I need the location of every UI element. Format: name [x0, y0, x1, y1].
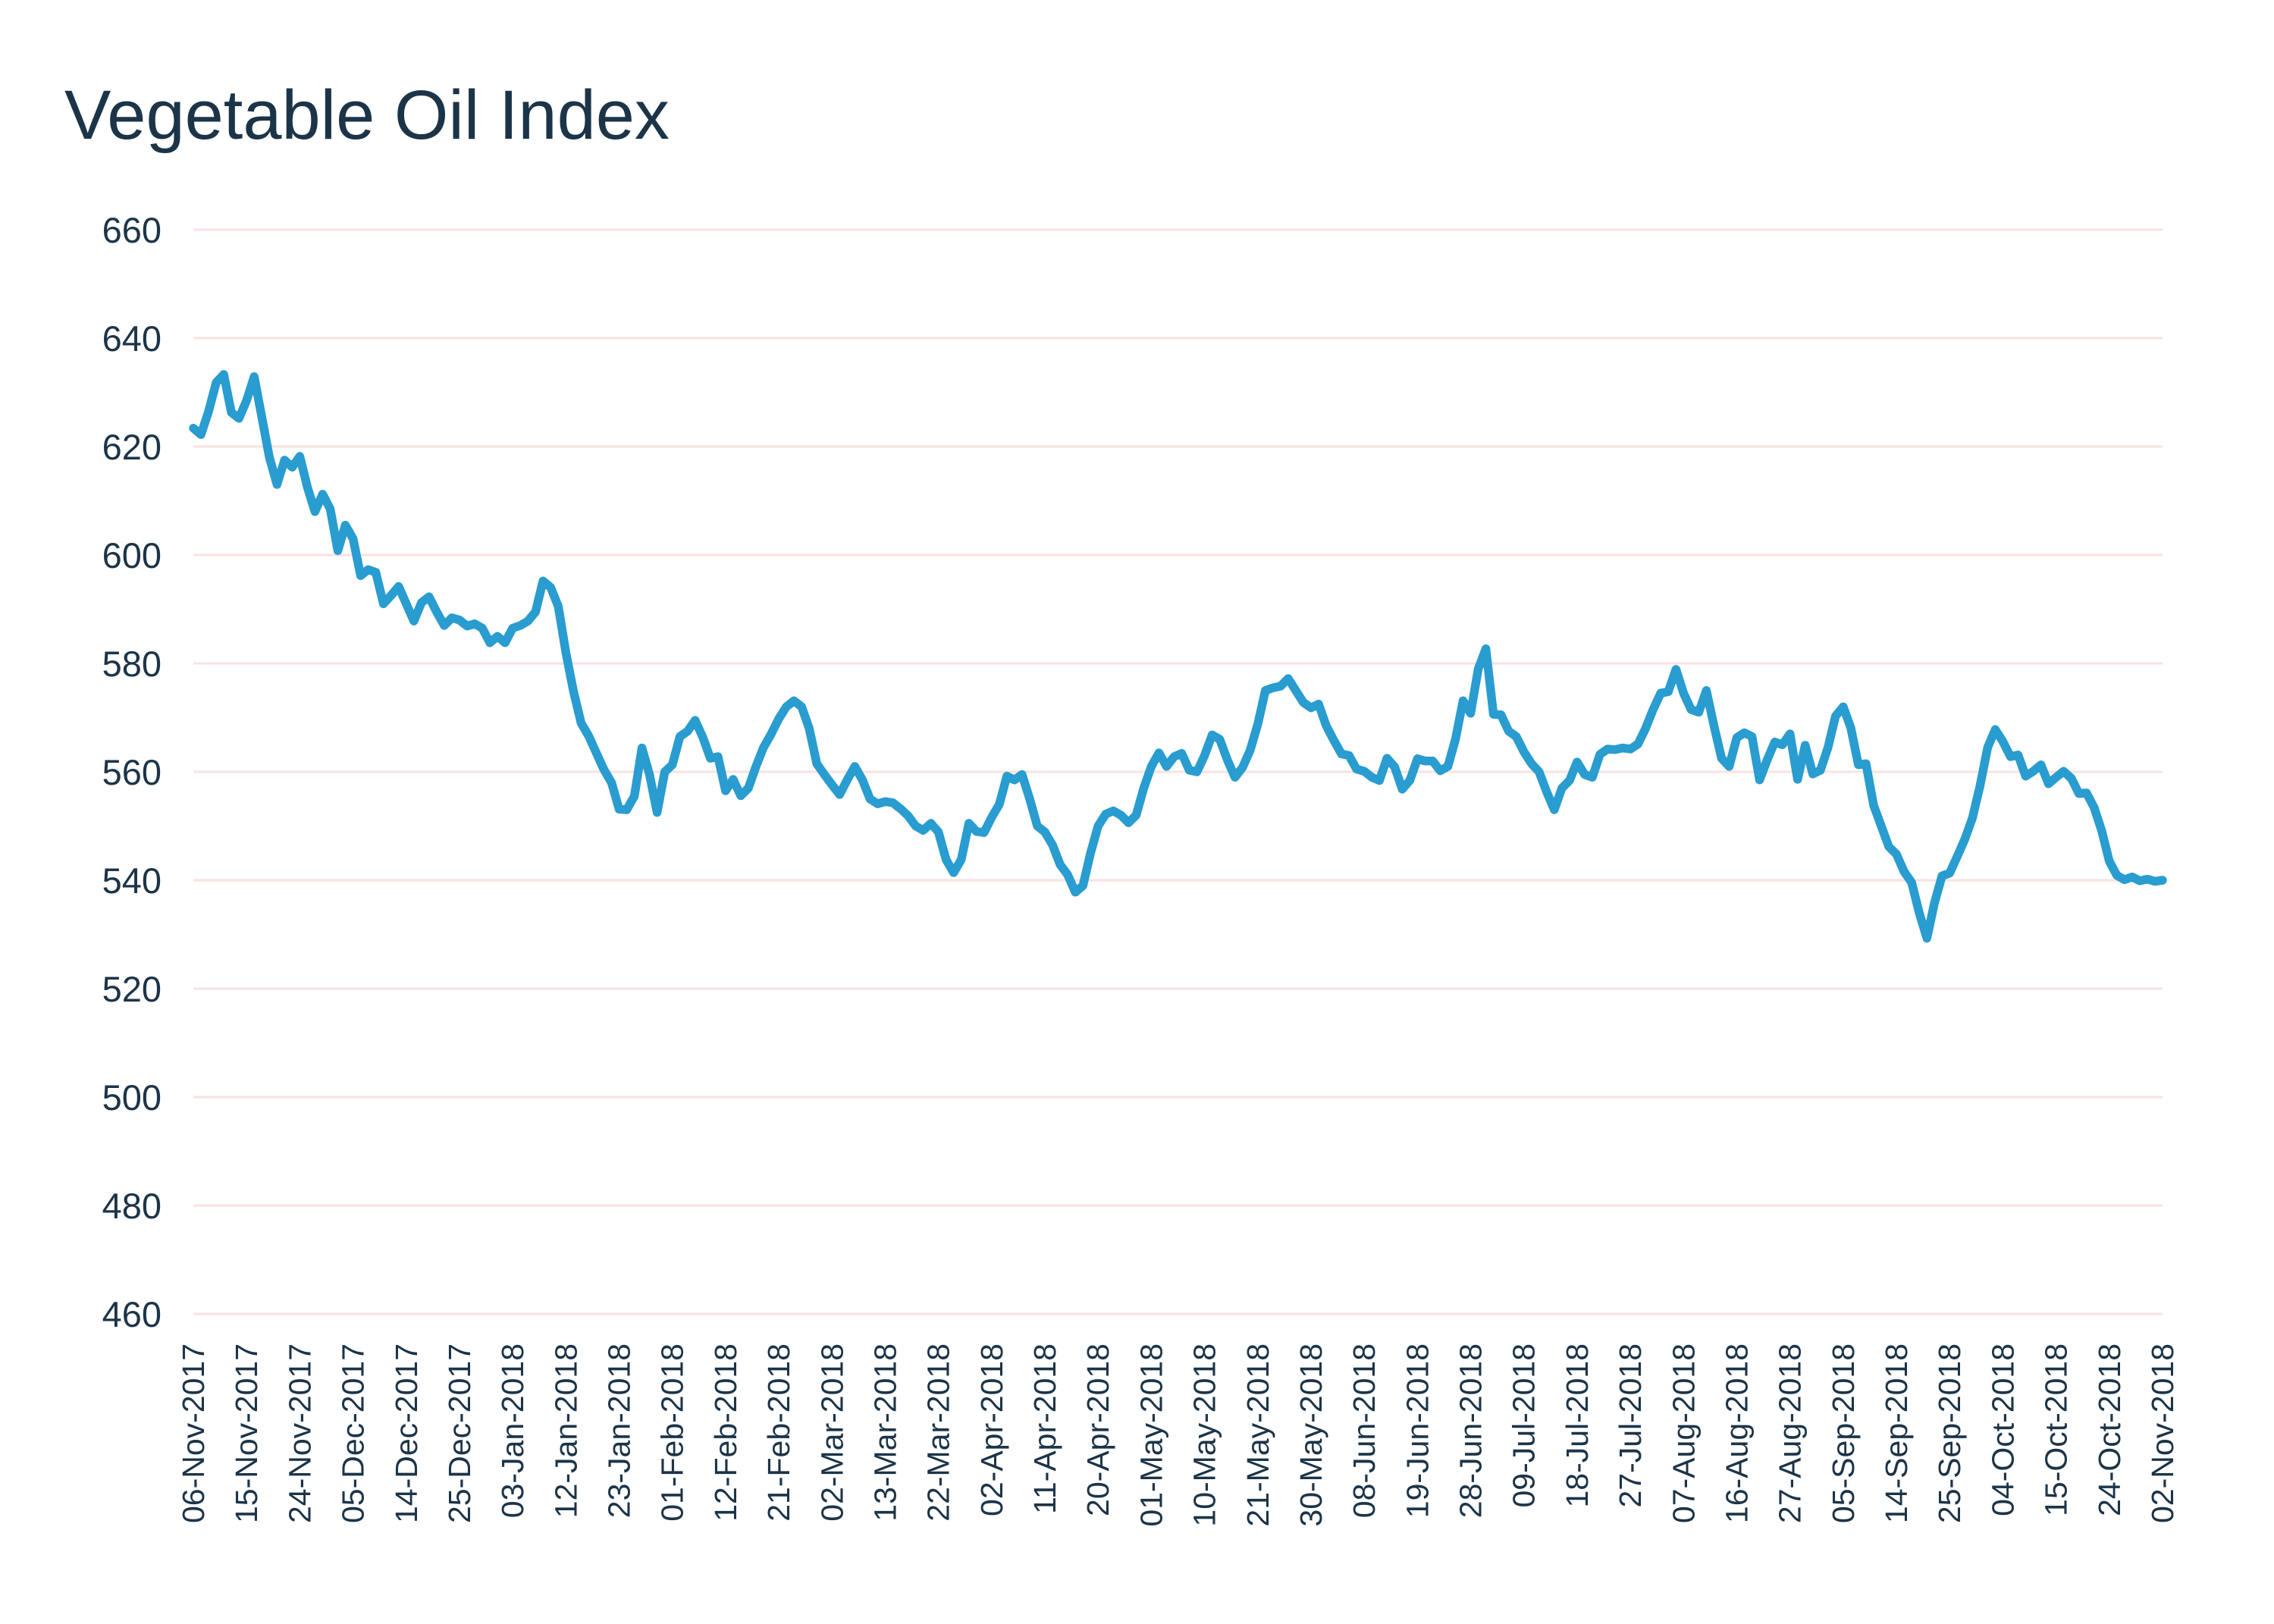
y-axis-tick-label: 460 [102, 1294, 162, 1334]
x-axis-tick-label: 14-Sep-2018 [1879, 1343, 1914, 1523]
x-axis-tick-label: 01-May-2018 [1134, 1343, 1168, 1527]
x-axis-tick-label: 12-Feb-2018 [708, 1343, 743, 1522]
x-axis-tick-label: 02-Apr-2018 [974, 1343, 1009, 1516]
x-axis-tick-label: 07-Aug-2018 [1666, 1343, 1701, 1523]
x-axis-tick-label: 15-Nov-2017 [229, 1343, 264, 1523]
x-axis-tick-label: 08-Jun-2018 [1347, 1343, 1382, 1518]
x-axis-tick-label: 10-May-2018 [1187, 1343, 1222, 1527]
gridlines [193, 228, 2163, 1315]
x-axis-tick-label: 01-Feb-2018 [655, 1343, 690, 1522]
y-axis-tick-label: 660 [102, 210, 162, 250]
x-axis-tick-label: 25-Dec-2017 [442, 1343, 477, 1523]
x-axis-tick-label: 24-Oct-2018 [2092, 1343, 2127, 1516]
x-axis-tick-label: 02-Nov-2018 [2145, 1343, 2180, 1523]
x-axis-labels: 06-Nov-2017 15-Nov-2017 24-Nov-2017 05-Dec-… [176, 1343, 2180, 1527]
x-axis-tick-label: 04-Oct-2018 [1985, 1343, 2020, 1516]
x-axis-tick-label: 03-Jan-2018 [495, 1343, 530, 1518]
y-axis-tick-label: 520 [102, 969, 162, 1009]
x-axis-tick-label: 15-Oct-2018 [2039, 1343, 2074, 1516]
x-axis-tick-label: 23-Jan-2018 [602, 1343, 637, 1518]
y-axis-tick-label: 600 [102, 535, 162, 575]
x-axis-tick-label: 21-Feb-2018 [761, 1343, 796, 1522]
y-axis-tick-label: 580 [102, 644, 162, 684]
y-axis-tick-label: 560 [102, 752, 162, 792]
series-line-vegetable-oil-index [189, 370, 2167, 943]
y-axis-tick-label: 640 [102, 318, 162, 359]
y-axis-tick-label: 620 [102, 427, 162, 467]
x-axis-tick-label: 05-Dec-2017 [336, 1343, 371, 1523]
x-axis-tick-label: 02-Mar-2018 [814, 1343, 849, 1522]
x-axis-tick-label: 30-May-2018 [1294, 1343, 1328, 1527]
x-axis-tick-label: 14-Dec-2017 [389, 1343, 424, 1523]
y-axis-labels: 460 480 500 520 540 560 580 600 620 640 660 [102, 210, 162, 1334]
x-axis-tick-label: 11-Apr-2018 [1027, 1343, 1062, 1514]
x-axis-tick-label: 18-Jul-2018 [1560, 1343, 1595, 1508]
x-axis-tick-label: 25-Sep-2018 [1932, 1343, 1967, 1523]
x-axis-tick-label: 20-Apr-2018 [1081, 1343, 1115, 1516]
x-axis-tick-label: 24-Nov-2017 [282, 1343, 317, 1523]
x-axis-tick-label: 09-Jul-2018 [1507, 1343, 1542, 1508]
x-axis-tick-label: 05-Sep-2018 [1826, 1343, 1861, 1523]
x-axis-tick-label: 27-Jul-2018 [1613, 1343, 1648, 1508]
x-axis-tick-label: 12-Jan-2018 [548, 1343, 583, 1518]
x-axis-tick-label: 16-Aug-2018 [1720, 1343, 1755, 1523]
y-axis-tick-label: 500 [102, 1077, 162, 1118]
x-axis-tick-label: 06-Nov-2017 [176, 1343, 211, 1523]
x-axis-tick-label: 27-Aug-2018 [1773, 1343, 1808, 1523]
x-axis-tick-label: 13-Mar-2018 [868, 1343, 903, 1522]
y-axis-tick-label: 480 [102, 1186, 162, 1226]
x-axis-tick-label: 19-Jun-2018 [1400, 1343, 1435, 1518]
x-axis-tick-label: 28-Jun-2018 [1454, 1343, 1488, 1518]
x-axis-tick-label: 22-Mar-2018 [921, 1343, 956, 1522]
chart-title: Vegetable Oil Index [64, 77, 670, 154]
x-axis-tick-label: 21-May-2018 [1241, 1343, 1275, 1527]
y-axis-tick-label: 540 [102, 861, 162, 901]
